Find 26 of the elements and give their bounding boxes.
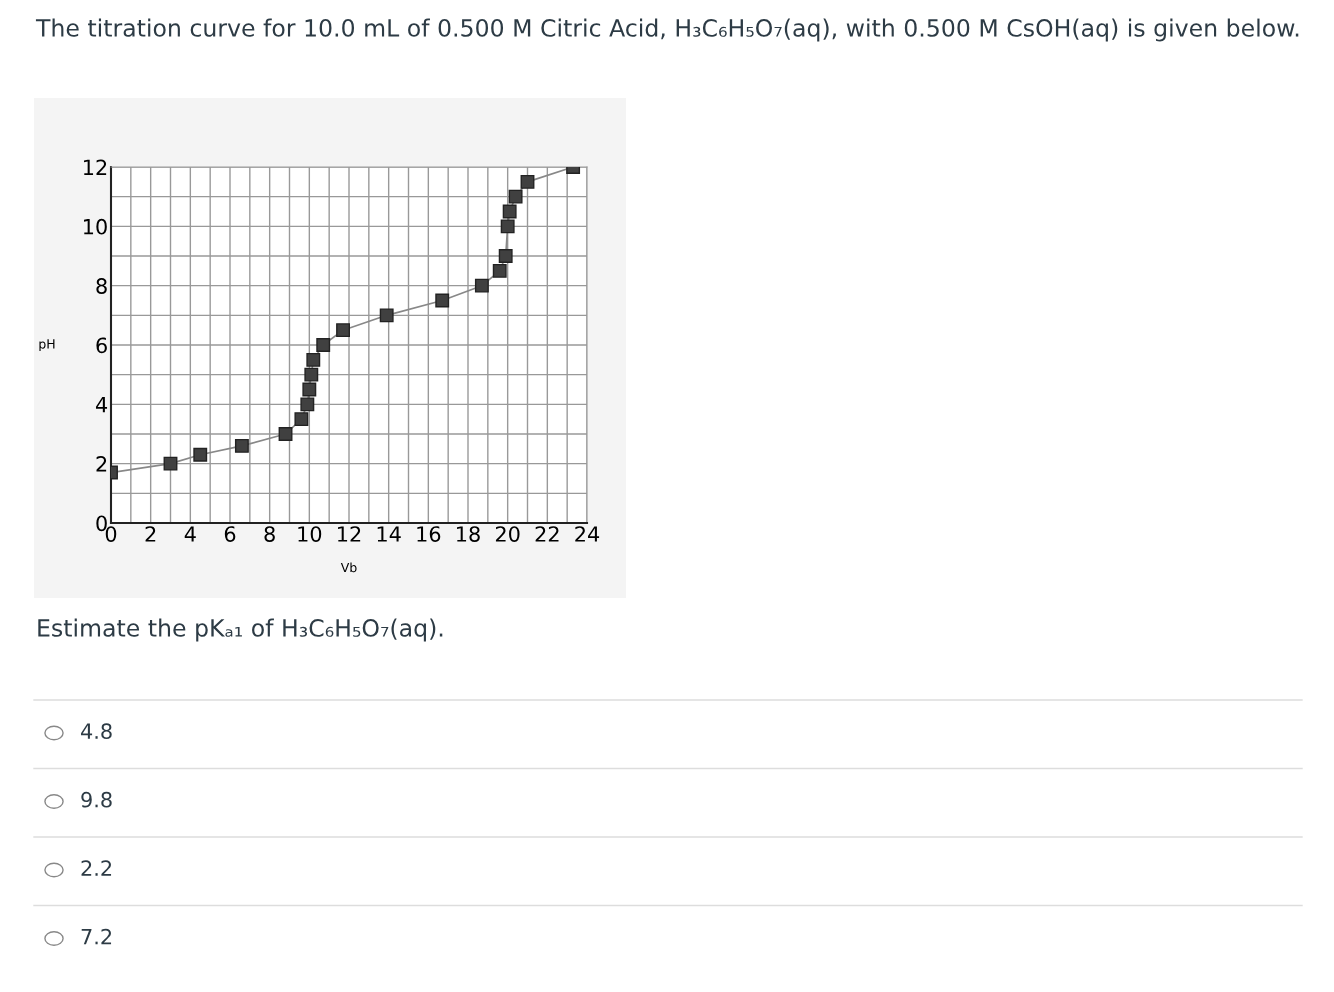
x-tick-label: 16 (417, 526, 441, 542)
text: 4.8 (81, 723, 112, 740)
text: 7.2 (81, 928, 112, 945)
text: 2.2 (81, 860, 112, 876)
y-tick-label: 4 (95, 397, 108, 413)
x-tick-label: 10 (298, 526, 322, 542)
text: Estimate the pKₐ₁ of H₃C₆H₅O₇(aq). (38, 618, 443, 642)
x-axis-title: Vb (340, 562, 357, 573)
x-tick-label: 18 (457, 526, 480, 542)
x-tick-label: 4 (184, 526, 196, 542)
y-tick-label: 12 (84, 159, 107, 175)
y-tick-label: 6 (96, 337, 107, 354)
x-tick-label: 22 (535, 526, 559, 542)
x-tick-label: 8 (264, 526, 275, 542)
y-tick-label: 10 (84, 218, 107, 235)
x-tick-label: 20 (495, 526, 520, 542)
text: 9.8 (81, 791, 112, 808)
y-tick-label: 2 (96, 456, 107, 472)
y-axis-title: pH (39, 339, 55, 352)
y-tick-label: 8 (96, 278, 107, 294)
x-tick-label: 14 (377, 526, 401, 542)
text: The titration curve for 10.0 mL of 0.500 M Citric Acid, H₃C₆H₅O₇(aq), with 0.500 M CsOH(aq) is given below. (35, 18, 1299, 42)
x-tick-label: 6 (224, 526, 236, 542)
x-tick-label: 12 (338, 526, 361, 542)
x-tick-label: 24 (575, 526, 600, 542)
x-tick-label: 2 (145, 526, 156, 542)
